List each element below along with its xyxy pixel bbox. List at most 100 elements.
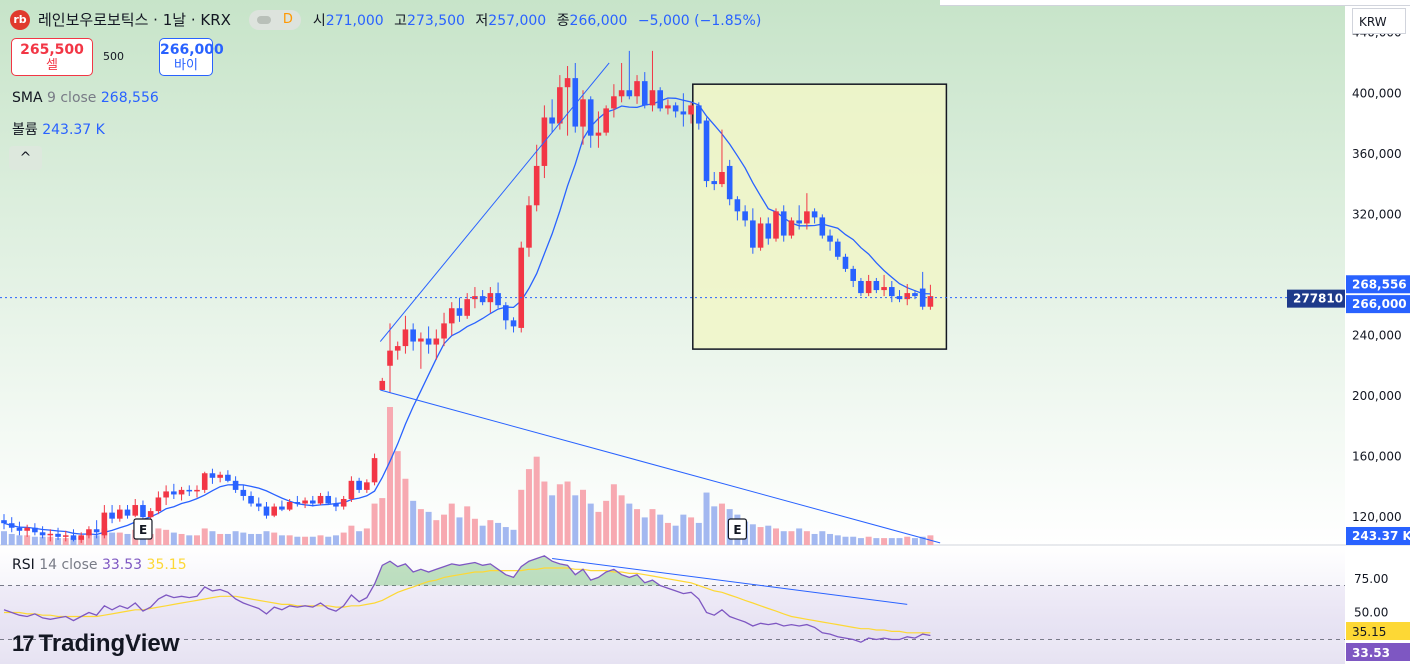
candle-body [819, 217, 826, 236]
open-label: 시 [312, 12, 326, 29]
candle-body [32, 527, 38, 533]
ohlc-readout: 시271,000 고273,500 저257,000 종266,000 −5,0… [313, 10, 761, 30]
price-tick-label: 400,000 [1352, 86, 1402, 100]
volume-bar [194, 535, 200, 545]
candle-body [16, 527, 23, 531]
candle-body [919, 288, 926, 307]
volume-bar [163, 529, 170, 545]
price-scale-background [1345, 0, 1410, 664]
volume-bar [379, 498, 386, 545]
market-status-pill[interactable]: D [248, 9, 301, 30]
candle-body [510, 320, 517, 327]
interval-badge: D [282, 12, 293, 27]
candle-body [549, 117, 555, 124]
volume-bar [371, 503, 378, 545]
volume-legend[interactable]: 볼륨 243.37 K [12, 119, 105, 139]
buy-price: 266,000 [160, 42, 224, 58]
rsi-trend-line [552, 558, 908, 605]
volume-bar [62, 538, 69, 545]
volume-bar [919, 536, 926, 545]
sma-price-label-bg [1346, 275, 1410, 294]
rsi-ma-label-bg [1346, 622, 1410, 640]
volume-bar [711, 506, 718, 545]
volume-bar [155, 528, 162, 545]
earnings-marker [727, 518, 748, 540]
candle-body [1, 520, 7, 524]
volume-bar [93, 535, 100, 545]
candle-body [464, 299, 470, 316]
candle-body [587, 99, 594, 136]
collapse-legend-button[interactable]: ^ [9, 146, 42, 170]
volume-bar [85, 533, 92, 545]
candle-body [402, 329, 409, 347]
candle-body [171, 491, 177, 495]
candle-body [518, 247, 525, 328]
candle-body [62, 535, 69, 537]
volume-bar [170, 532, 177, 545]
volume-bar [325, 536, 332, 545]
volume-bar [857, 538, 864, 545]
rsi-label-bg [1346, 643, 1410, 661]
sma-legend[interactable]: SMA 9 close 268,556 [12, 90, 159, 106]
candle-body [147, 511, 154, 518]
volume-bar [865, 536, 872, 545]
earnings-marker-label: E [139, 523, 147, 537]
volume-bar [255, 533, 262, 545]
volume-bar [178, 533, 185, 545]
watermark-text: TradingView [38, 630, 180, 657]
candle-body [209, 473, 216, 478]
candle-body [641, 81, 648, 106]
volume-bar [417, 509, 424, 545]
candle-body [904, 293, 911, 300]
candle-body [580, 99, 586, 127]
candle-body [780, 211, 787, 236]
candle-body [472, 296, 478, 300]
volume-bar [286, 535, 293, 545]
volume-bar [402, 478, 409, 545]
volume-bar [811, 533, 818, 545]
top-toolbar-edge [940, 0, 1410, 6]
buy-button[interactable]: 266,000 바이 [159, 38, 224, 76]
volume-bar [541, 481, 548, 545]
candle-body [394, 346, 401, 351]
candle-body [564, 78, 571, 88]
volume-bar [1, 531, 7, 545]
candle-body [788, 220, 795, 236]
spread-value: 500 [103, 50, 124, 63]
company-logo-icon: rb [10, 9, 30, 30]
sell-button[interactable]: 265,500 셀 [11, 38, 93, 76]
candle-body [889, 287, 895, 297]
volume-bar [340, 532, 347, 545]
volume-bar [888, 538, 895, 545]
candle-body [595, 132, 602, 136]
volume-bar [16, 535, 23, 545]
volume-bar [533, 456, 540, 545]
volume-bar [70, 538, 77, 545]
price-tick-label: 160,000 [1352, 450, 1402, 464]
candle-body [827, 235, 833, 242]
volume-bar [672, 525, 679, 545]
symbol-header: rb 레인보우로보틱스 · 1날 · KRX D 시271,000 고273,5… [10, 9, 761, 30]
rsi-line [3, 555, 931, 643]
candle-body [132, 505, 139, 516]
candle-body [194, 489, 200, 492]
rsi-tick-label: 75.00 [1354, 572, 1388, 586]
symbol-title[interactable]: 레인보우로보틱스 · 1날 · KRX [38, 11, 231, 29]
volume-bar [695, 522, 702, 545]
volume-bar [649, 509, 656, 545]
volume-bar [603, 500, 610, 545]
rsi-legend[interactable]: RSI 14 close 33.53 35.15 [12, 557, 187, 573]
currency-selector[interactable]: KRW [1352, 8, 1406, 34]
volume-bar [827, 533, 834, 545]
candle-body [503, 305, 509, 321]
crosshair-price-label: 277810 [1293, 292, 1343, 306]
volume-bar [109, 532, 116, 545]
candle-body [433, 338, 440, 345]
rsi-ma-line [4, 567, 931, 634]
candle-body [526, 205, 532, 248]
candle-body [448, 308, 455, 324]
volume-bar [549, 495, 556, 545]
tradingview-watermark[interactable]: 17 TradingView [12, 630, 179, 658]
candle-body [557, 87, 563, 124]
